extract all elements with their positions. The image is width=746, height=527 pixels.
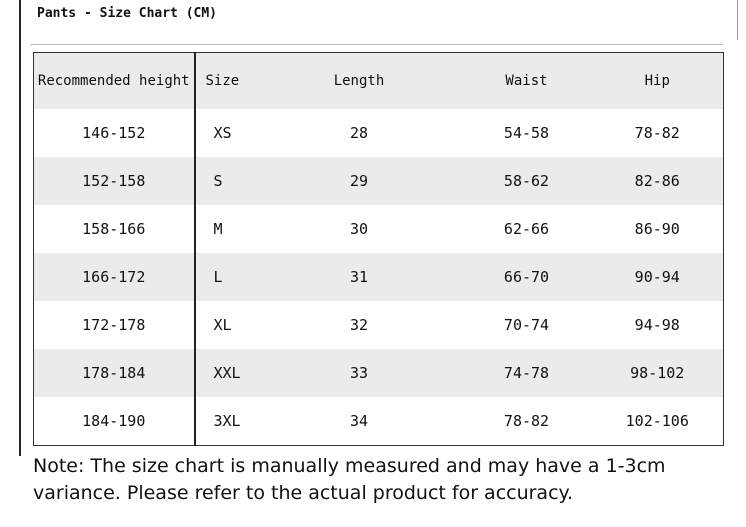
table-cell: 178-184: [33, 349, 196, 397]
table-row: 172-178 XL 32 70-74 94-98: [33, 301, 724, 349]
table-cell: 54-58: [503, 124, 550, 142]
table-cell: 58-62: [461, 157, 592, 205]
table-cell: 94-98: [634, 316, 680, 334]
table-row: 146-152 XS 28 54-58 78-82: [33, 109, 724, 157]
table-cell: L: [194, 253, 257, 301]
table-row: 184-190 3XL 34 78-82 102-106: [33, 397, 724, 446]
rule: [30, 44, 723, 45]
table-cell: 152-158: [33, 157, 196, 205]
table-cell: 146-152: [33, 109, 196, 157]
table-cell: M: [213, 220, 223, 238]
table-row: 178-184 XXL 33 74-78 98-102: [33, 349, 724, 397]
table-cell: 34: [349, 412, 369, 430]
table-cell: XL: [213, 316, 232, 334]
header-cell: Hip: [591, 52, 724, 109]
table-cell: 31: [256, 253, 462, 301]
table-cell: 90-94: [591, 253, 724, 301]
chart-title: Pants - Size Chart (CM): [37, 6, 218, 21]
table-cell: 70-74: [503, 316, 550, 334]
table-cell: 102-106: [625, 412, 689, 430]
table-cell: XXL: [194, 349, 257, 397]
header-row: Recommended height Size Length Waist Hip: [33, 52, 724, 109]
table-cell: 158-166: [33, 205, 196, 253]
table-cell: XS: [213, 124, 232, 142]
header-cell: Waist: [461, 52, 592, 109]
table-cell: 28: [349, 124, 369, 142]
table-cell: 29: [256, 157, 462, 205]
table-cell: 62-66: [503, 220, 550, 238]
table-cell: 166-172: [33, 253, 196, 301]
table-cell: 82-86: [591, 157, 724, 205]
table-cell: 86-90: [634, 220, 680, 238]
header-cell: Size: [194, 52, 257, 109]
table-cell: 66-70: [461, 253, 592, 301]
table-cell: 30: [349, 220, 369, 238]
table-row: 166-172 L 31 66-70 90-94: [33, 253, 724, 301]
table-cell: 78-82: [634, 124, 680, 142]
note: Note: The size chart is manually measure…: [33, 455, 666, 504]
table-cell: 184-190: [33, 397, 196, 446]
table-cell: 33: [256, 349, 462, 397]
size-table: Recommended height Size Length Waist Hip 146-…: [33, 52, 724, 446]
table-cell: 78-82: [503, 412, 550, 430]
table-cell: 32: [349, 316, 369, 334]
table-cell: 172-178: [33, 301, 196, 349]
table-row: 152-158 S 29 58-62 82-86: [33, 157, 724, 205]
table-cell: S: [194, 157, 257, 205]
table-row: 158-166 M 30 62-66 86-90: [33, 205, 724, 253]
table-cell: 74-78: [461, 349, 592, 397]
table-cell: 98-102: [591, 349, 724, 397]
frame-line: [737, 0, 738, 40]
header-cell: Recommended height: [33, 52, 196, 109]
table-cell: 3XL: [213, 412, 241, 430]
frame-line: [19, 0, 21, 456]
header-cell: Length: [256, 52, 462, 109]
